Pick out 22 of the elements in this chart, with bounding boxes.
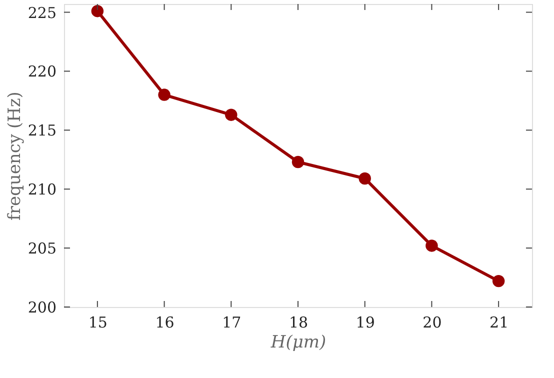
point [225,108,238,121]
point [292,156,304,168]
y-axis-title: frequency (Hz) [4,92,25,220]
y-tick-label: 215 [28,122,56,140]
x-tick-label: 17 [222,314,242,332]
x-axis-title: H(μm) [270,332,326,352]
x-tick-label: 20 [422,314,442,332]
point [158,88,170,101]
y-tick-label: 210 [28,180,56,199]
x-tick-label: 15 [88,314,108,332]
x-tick-label: 16 [155,314,174,332]
y-tick-label: 225 [28,4,56,22]
y-tick-label: 205 [28,240,56,258]
x-tick-label: 21 [490,314,509,332]
point [358,172,371,185]
point [426,240,438,252]
y-tick-label: 220 [28,62,56,81]
point [91,4,104,18]
x-tick-label: 19 [356,314,375,332]
y-tick-label: 200 [28,298,56,316]
x-tick-label: 18 [288,314,308,332]
point [492,274,505,288]
